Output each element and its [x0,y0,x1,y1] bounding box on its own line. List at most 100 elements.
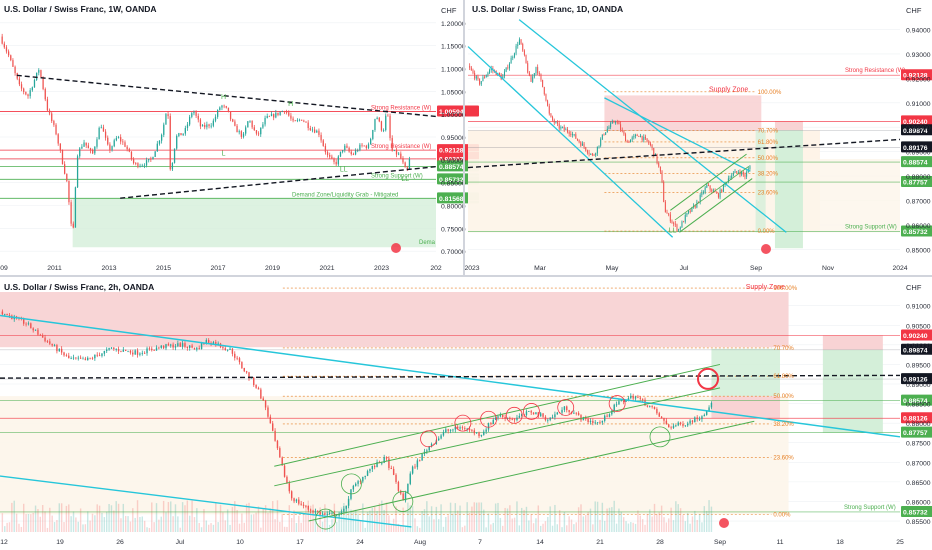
volume-bar [414,518,416,532]
weekly-trendlines [16,74,437,199]
volume-bar [530,514,532,532]
daily-candle-body [550,113,552,117]
volume-bar [53,522,56,532]
volume-bar [65,505,68,532]
daily-candle-body [618,122,620,125]
twohour-candle-body [75,357,77,359]
fib-label: 70.70% [773,346,794,352]
channel-mid-line [604,97,751,172]
twohour-candle-body [198,347,200,350]
twohour-candle-body [224,348,226,350]
daily-candle-body [712,190,714,192]
y-tick-label: 0.86000 [906,499,931,506]
daily-candle-body [490,68,492,71]
twohour-candle-body [243,367,245,372]
volume-bar [260,527,262,532]
weekly-candle-body [341,150,344,152]
daily-candle-body [477,76,479,79]
volume-bar [331,519,333,532]
volume-bar [537,505,540,532]
volume-bar [359,521,362,532]
twohour-candle-body [478,432,480,437]
volume-bar [445,516,447,532]
volume-bar [288,505,291,532]
volume-bar [641,519,644,532]
volume-bar [58,503,60,532]
volume-bar [452,513,454,532]
weekly-candle-body [402,158,404,163]
daily-candle-body [547,100,549,106]
weekly-candle-body [87,145,90,149]
twohour-candle-body [326,513,328,515]
twohour-candle-body [383,457,385,463]
weekly-candle-body [229,112,232,120]
volume-bar [158,519,160,532]
volume-bar [1,513,4,532]
weekly-chart-panel[interactable]: Strong Resistance (W) Strong Resistance (… [0,4,479,272]
twohour-chart-panel[interactable]: Strong Support (W) Supply Zone100.00%70.… [0,282,932,546]
twohour-candle-body [241,362,243,368]
volume-bar [494,503,497,532]
twohour-candle-body [283,465,286,477]
twohour-candle-body [98,355,101,357]
twohour-level-price-tag [901,343,932,355]
twohour-candle-body [229,348,231,350]
twohour-candle-body [136,350,139,355]
level-label: Strong Resistance (W) [371,105,431,111]
twohour-candle-body [236,357,238,359]
twohour-candle-body [663,418,665,421]
weekly-candle-body [264,117,266,125]
weekly-candle-body [348,147,350,152]
weekly-candle-body [18,78,21,85]
twohour-candle-body [1,311,4,315]
twohour-candle-body [539,413,542,417]
twohour-candle-body [293,498,295,502]
twohour-candle-body [366,471,369,476]
volume-bar [196,508,198,532]
twohour-candle-body [518,415,521,418]
volume-bar [670,507,672,532]
volume-bar [236,510,238,532]
twohour-candle-body [68,355,70,359]
daily-candle-body [664,201,666,213]
daily-candle-body [557,122,559,124]
twohour-candle-body [499,414,502,417]
twohour-candle-body [269,416,272,424]
twohour-channels [0,314,901,528]
twohour-candle-body [305,505,307,507]
weekly-candle-body [294,120,296,122]
twohour-candle-body [480,434,483,437]
volume-bar [684,521,687,532]
daily-candle-body [701,192,703,196]
daily-candle-body [719,189,721,198]
twohour-candle-body [312,510,314,513]
daily-candle-body [653,147,655,155]
volume-bar [539,525,542,532]
twohour-candle-body [317,511,319,512]
twohour-candle-body [170,344,172,346]
twohour-candle-body [414,466,416,468]
twohour-candle-body [281,457,283,466]
high-touch-circle [557,399,575,416]
weekly-candle-body [281,111,283,113]
weekly-candle-body [188,116,191,125]
weekly-candle-body [393,149,396,151]
twohour-candle-body [127,350,129,352]
volume-bar [290,518,293,532]
weekly-candle-body [251,120,253,128]
volume-bar [77,521,79,532]
twohour-candle-body [580,415,582,421]
twohour-candle-body [542,413,544,417]
twohour-candle-body [556,412,558,415]
volume-bar [604,520,606,532]
volume-bar [658,512,660,532]
daily-chart-panel[interactable]: Strong Resistance (W)Strong Support (W) … [464,4,932,272]
twohour-candle-body [497,416,499,418]
twohour-candle-body [449,429,452,431]
daily-candle-body [661,171,663,183]
twohour-candle-body [516,417,518,421]
weekly-candle-body [111,146,113,151]
daily-candle-body [628,141,630,143]
volume-bar [573,524,575,532]
twohour-candle-body [267,407,269,417]
